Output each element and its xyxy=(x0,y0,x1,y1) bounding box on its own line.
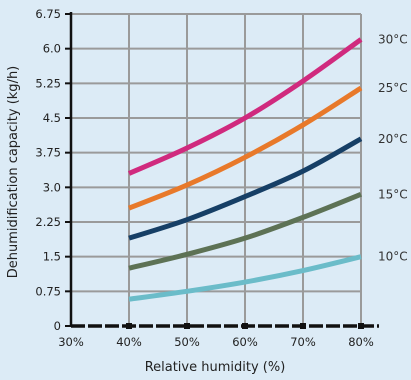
x-tick-label: 70% xyxy=(290,335,316,349)
x-tick-label: 80% xyxy=(348,335,374,349)
y-tick-label: 5.25 xyxy=(35,76,61,90)
y-tick-label: 4.5 xyxy=(43,111,61,125)
axes xyxy=(65,12,379,329)
labels: 0 0.75 1.5 2.25 3.0 3.75 4.5 5.25 6.0 6.75 30% 40% 5… xyxy=(35,7,407,349)
series-label-15C: 15°C xyxy=(378,187,408,201)
x-tick-label: 60% xyxy=(232,335,258,349)
series-line-15C xyxy=(128,191,362,271)
y-axis-title: Dehumidification capacity (kg/h) xyxy=(6,66,21,279)
x-tick-mark xyxy=(126,323,132,329)
x-tick-mark xyxy=(358,323,364,329)
series-line-30C xyxy=(127,37,363,176)
x-tick-mark xyxy=(184,323,190,329)
series-label-10C: 10°C xyxy=(378,250,408,264)
y-tick-label: 2.25 xyxy=(35,215,61,229)
series-lines xyxy=(127,37,363,302)
series-label-30C: 30°C xyxy=(378,32,408,46)
series-line-20C xyxy=(128,136,363,241)
x-tick-label: 50% xyxy=(174,335,200,349)
y-tick-label: 6.75 xyxy=(35,7,61,21)
y-tick-label: 3.0 xyxy=(43,180,61,194)
grid xyxy=(71,13,362,326)
x-tick-mark xyxy=(242,323,248,329)
x-axis-title: Relative humidity (%) xyxy=(145,360,286,375)
series-label-25C: 25°C xyxy=(378,81,408,95)
series-line-10C xyxy=(128,254,362,302)
y-tick-label: 1.5 xyxy=(43,250,61,264)
y-tick-label: 0 xyxy=(54,319,61,333)
series-line-25C xyxy=(128,85,363,211)
y-tick-label: 0.75 xyxy=(35,284,61,298)
x-tick-mark xyxy=(300,323,306,329)
series-label-20C: 20°C xyxy=(378,132,408,146)
y-tick-label: 6.0 xyxy=(43,42,61,56)
y-tick-label: 3.75 xyxy=(35,146,61,160)
x-tick-label: 40% xyxy=(116,335,142,349)
x-tick-label: 30% xyxy=(58,335,84,349)
